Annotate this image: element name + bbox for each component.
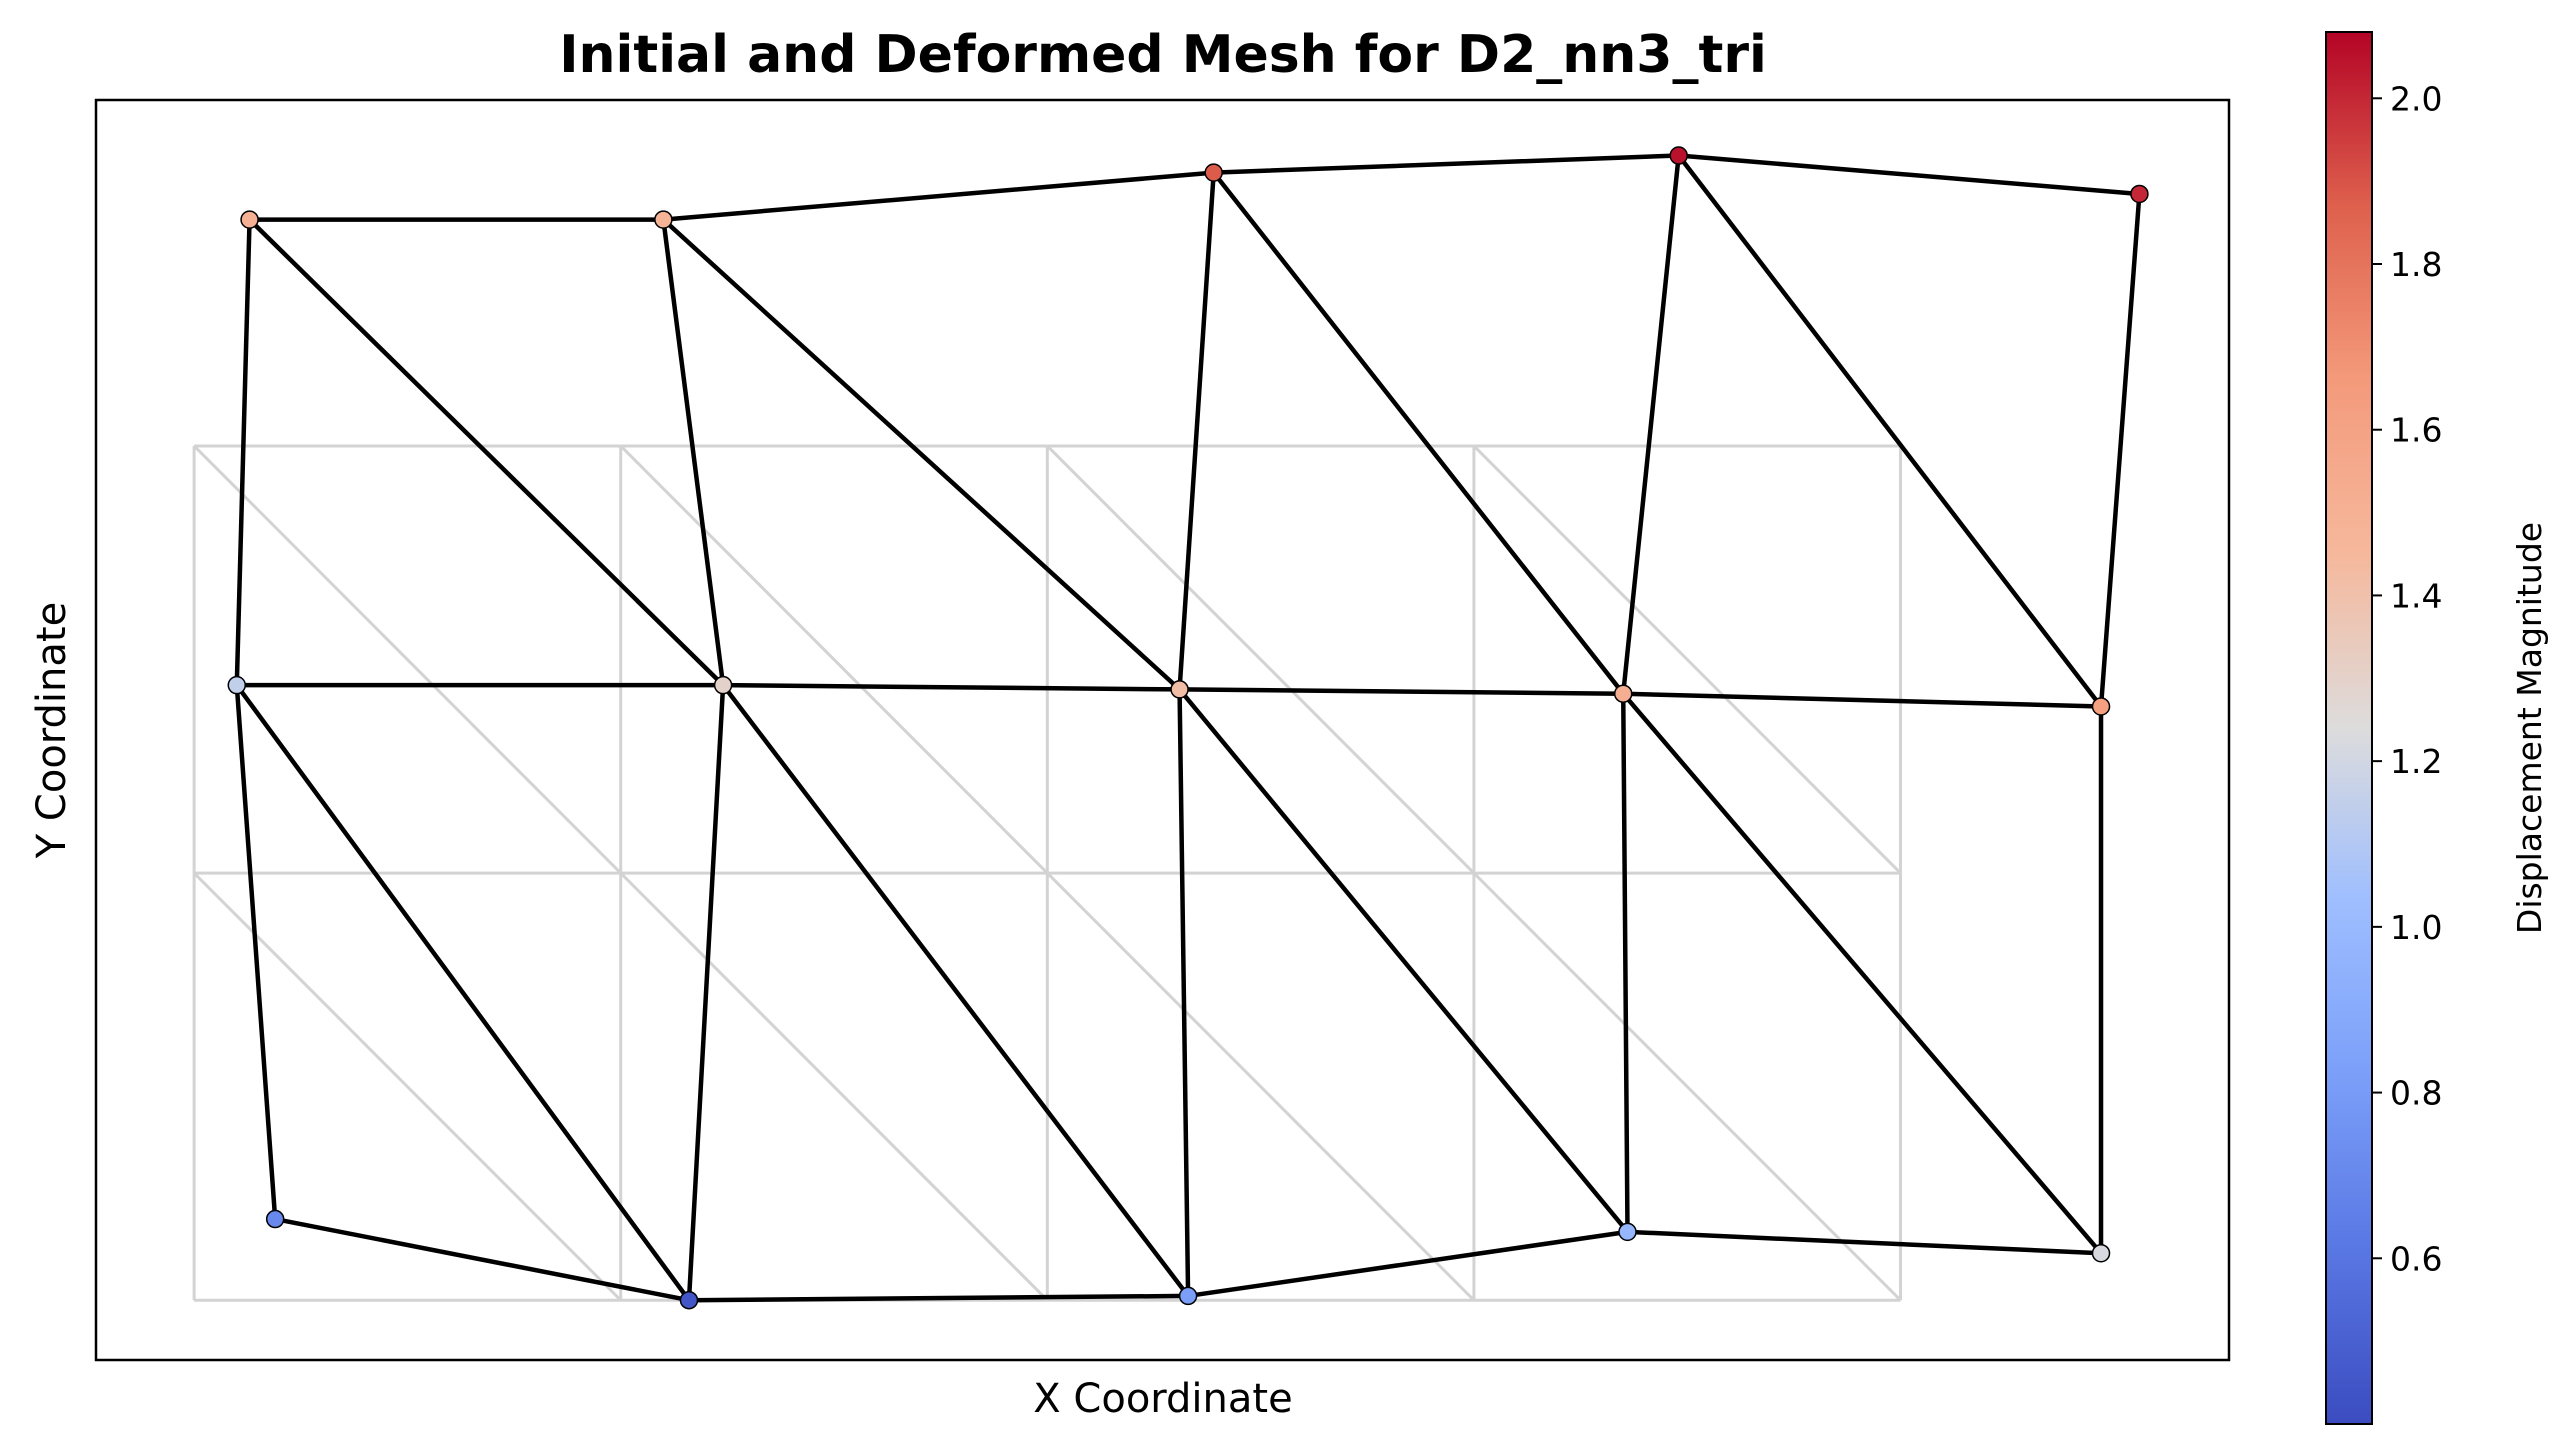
colorbar-tick-label: 1.0 (2390, 908, 2442, 947)
initial-mesh-edge (1472, 872, 1902, 1302)
plot-frame (94, 98, 2231, 1362)
deformed-mesh-edge (686, 682, 726, 1303)
deformed-mesh-edge (1620, 153, 1681, 696)
deformed-mesh-edge (1620, 691, 2104, 1256)
deformed-mesh-edge (1177, 687, 1191, 1299)
colorbar-tick-label: 0.6 (2390, 1239, 2442, 1278)
colorbar-tick-label: 1.4 (2390, 576, 2442, 615)
deformed-mesh-edge (2098, 191, 2142, 709)
initial-mesh-edge (1472, 444, 1902, 875)
initial-mesh-edge (1046, 872, 1475, 1302)
deformed-mesh-edge (1625, 1229, 2104, 1256)
deformed-mesh-edge (272, 1216, 692, 1303)
deformed-node-point (1669, 146, 1688, 165)
initial-mesh-edge (193, 872, 622, 1302)
deformed-mesh-edge (661, 170, 1216, 222)
deformed-node-point (1204, 163, 1223, 182)
initial-mesh (192, 444, 1903, 1302)
deformed-mesh-edge (661, 217, 1182, 692)
deformed-mesh-edge (1211, 153, 1681, 175)
deformed-mesh-edge (234, 682, 278, 1222)
deformed-node-point (240, 210, 259, 229)
deformed-mesh-edge (1177, 170, 1216, 692)
colorbar-tick-label: 2.0 (2390, 79, 2442, 118)
deformed-mesh-edge (234, 217, 252, 688)
deformed-mesh-edge (1620, 691, 2104, 709)
deformed-node-point (227, 675, 247, 695)
deformed-mesh-edge (1676, 153, 2104, 709)
initial-mesh-edge (1046, 444, 1475, 875)
plot-area (94, 98, 2231, 1362)
deformed-mesh (234, 153, 2142, 1303)
deformed-node-point (1613, 684, 1633, 703)
deformed-mesh-edge (1211, 170, 1626, 696)
x-axis-label: X Coordinate (1033, 1376, 1292, 1422)
deformed-mesh-edge (1177, 687, 1626, 696)
deformed-node-point (1618, 1222, 1637, 1242)
colorbar-tick-label: 1.8 (2390, 245, 2442, 284)
colorbar-ticks: 0.6 0.8 1.0 1.2 1.4 1.6 1.8 2.0 (2372, 79, 2442, 1278)
colorbar-tick-label: 0.8 (2390, 1074, 2442, 1113)
deformed-mesh-edge (1185, 1229, 1630, 1299)
deformed-node-point (654, 210, 673, 229)
deformed-node-point (713, 675, 733, 695)
colorbar-label: Displacement Magnitude (2510, 522, 2549, 934)
chart-title: Initial and Deformed Mesh for D2_nn3_tri (559, 25, 1767, 85)
deformed-mesh-edge (247, 217, 726, 688)
colorbar-frame (2325, 31, 2373, 1425)
colorbar-tick-label: 1.2 (2390, 742, 2442, 781)
colorbar: 0.6 0.8 1.0 1.2 1.4 1.6 1.8 2.0 Displacement Ma… (2325, 31, 2549, 1425)
colorbar-tick-label: 1.6 (2390, 411, 2442, 450)
deformed-node-point (1178, 1286, 1198, 1306)
deformed-node-point (1170, 680, 1189, 699)
colorbar-gradient (2326, 32, 2372, 1424)
deformed-mesh-edge (234, 682, 692, 1303)
deformed-mesh-edge (1620, 691, 1630, 1235)
deformed-node-point (2130, 184, 2149, 204)
initial-mesh-edge (619, 444, 1049, 875)
deformed-mesh-edge (686, 1293, 1191, 1303)
deformed-node-point (265, 1209, 285, 1229)
deformed-node-point (679, 1290, 699, 1310)
deformed-node-point (2091, 1243, 2111, 1263)
deformed-mesh-edge (1177, 687, 1630, 1235)
deformed-mesh-edge (720, 682, 1182, 692)
initial-mesh-edge (619, 872, 1049, 1302)
deformed-mesh-edge (720, 682, 1191, 1299)
deformed-mesh-edge (661, 217, 726, 688)
deformed-nodes (227, 146, 2149, 1310)
deformed-mesh-edge (1676, 153, 2142, 197)
initial-mesh-edge (193, 444, 622, 875)
deformed-node-point (2091, 697, 2111, 716)
y-axis-label: Y Coordinate (29, 602, 75, 859)
